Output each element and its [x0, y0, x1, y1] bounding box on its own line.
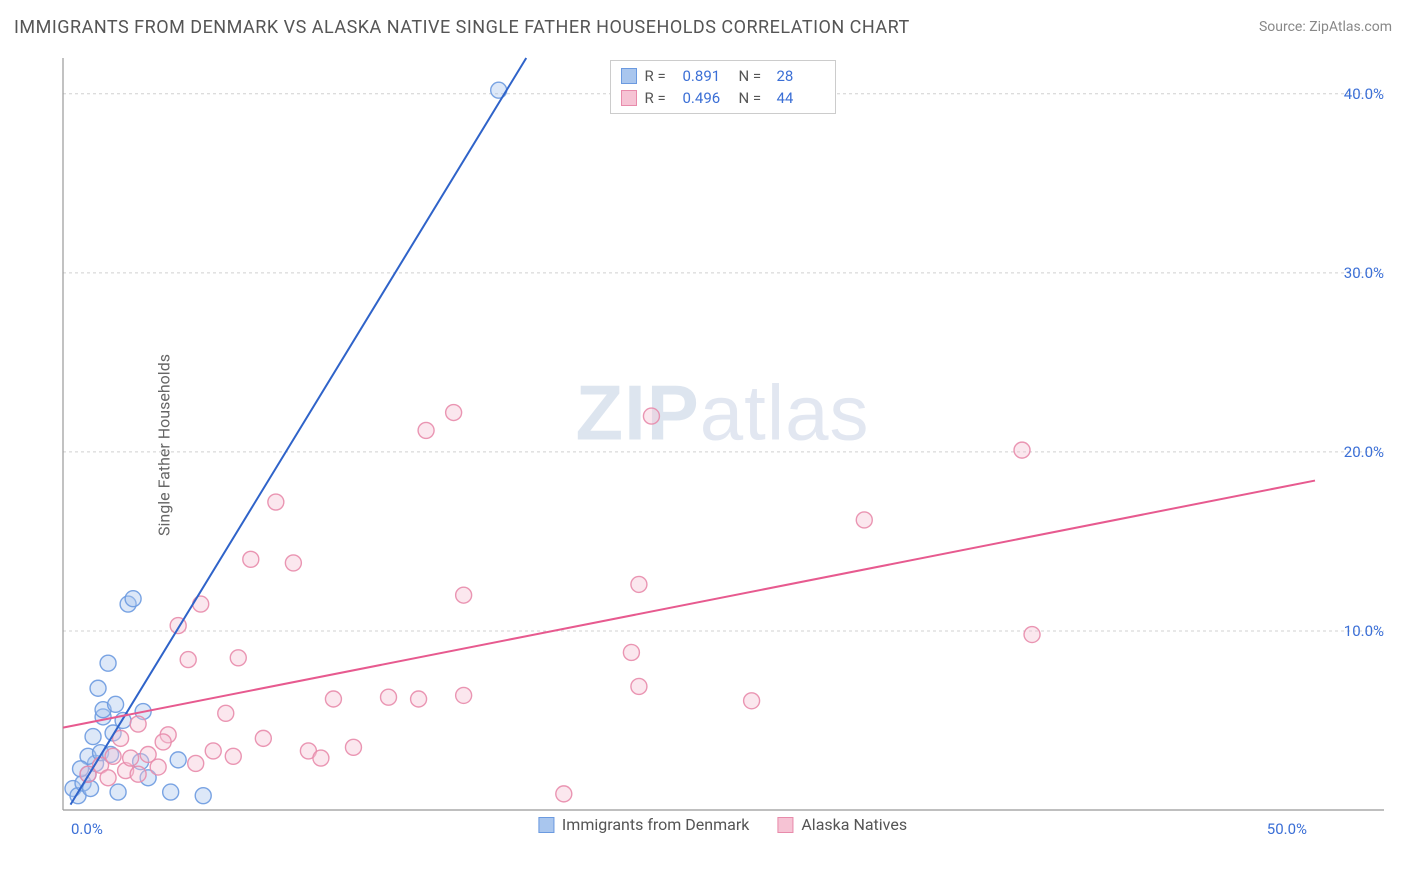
svg-text:20.0%: 20.0% [1344, 443, 1384, 461]
svg-text:30.0%: 30.0% [1344, 264, 1384, 282]
r-label: R = [645, 65, 675, 87]
legend-label-alaska: Alaska Natives [801, 815, 907, 834]
chart-title: IMMIGRANTS FROM DENMARK VS ALASKA NATIVE… [14, 17, 910, 38]
stats-row-denmark: R = 0.891 N = 28 [621, 65, 825, 87]
r-value-alaska: 0.496 [683, 87, 731, 109]
n-value-denmark: 28 [777, 65, 825, 87]
series-legend: Immigrants from Denmark Alaska Natives [538, 815, 907, 834]
source-attribution: Source: ZipAtlas.com [1259, 19, 1392, 35]
header: IMMIGRANTS FROM DENMARK VS ALASKA NATIVE… [0, 0, 1406, 44]
chart-svg: 10.0% 20.0% 30.0% 40.0% 0.0% 50.0% [55, 50, 1390, 840]
n-label: N = [739, 65, 769, 87]
n-label: N = [739, 87, 769, 109]
legend-swatch-alaska [777, 817, 793, 833]
r-value-denmark: 0.891 [683, 65, 731, 87]
plot-area: Single Father Households ZIPatlas 10.0%2… [55, 50, 1390, 840]
stats-legend: R = 0.891 N = 28 R = 0.496 N = 44 [610, 60, 836, 114]
svg-text:0.0%: 0.0% [71, 820, 103, 838]
svg-text:40.0%: 40.0% [1344, 85, 1384, 103]
svg-text:50.0%: 50.0% [1267, 820, 1307, 838]
legend-item-denmark: Immigrants from Denmark [538, 815, 749, 834]
r-label: R = [645, 87, 675, 109]
swatch-denmark [621, 68, 637, 84]
n-value-alaska: 44 [777, 87, 825, 109]
stats-row-alaska: R = 0.496 N = 44 [621, 87, 825, 109]
legend-swatch-denmark [538, 817, 554, 833]
swatch-alaska [621, 90, 637, 106]
legend-item-alaska: Alaska Natives [777, 815, 907, 834]
svg-text:10.0%: 10.0% [1344, 622, 1384, 640]
legend-label-denmark: Immigrants from Denmark [562, 815, 749, 834]
